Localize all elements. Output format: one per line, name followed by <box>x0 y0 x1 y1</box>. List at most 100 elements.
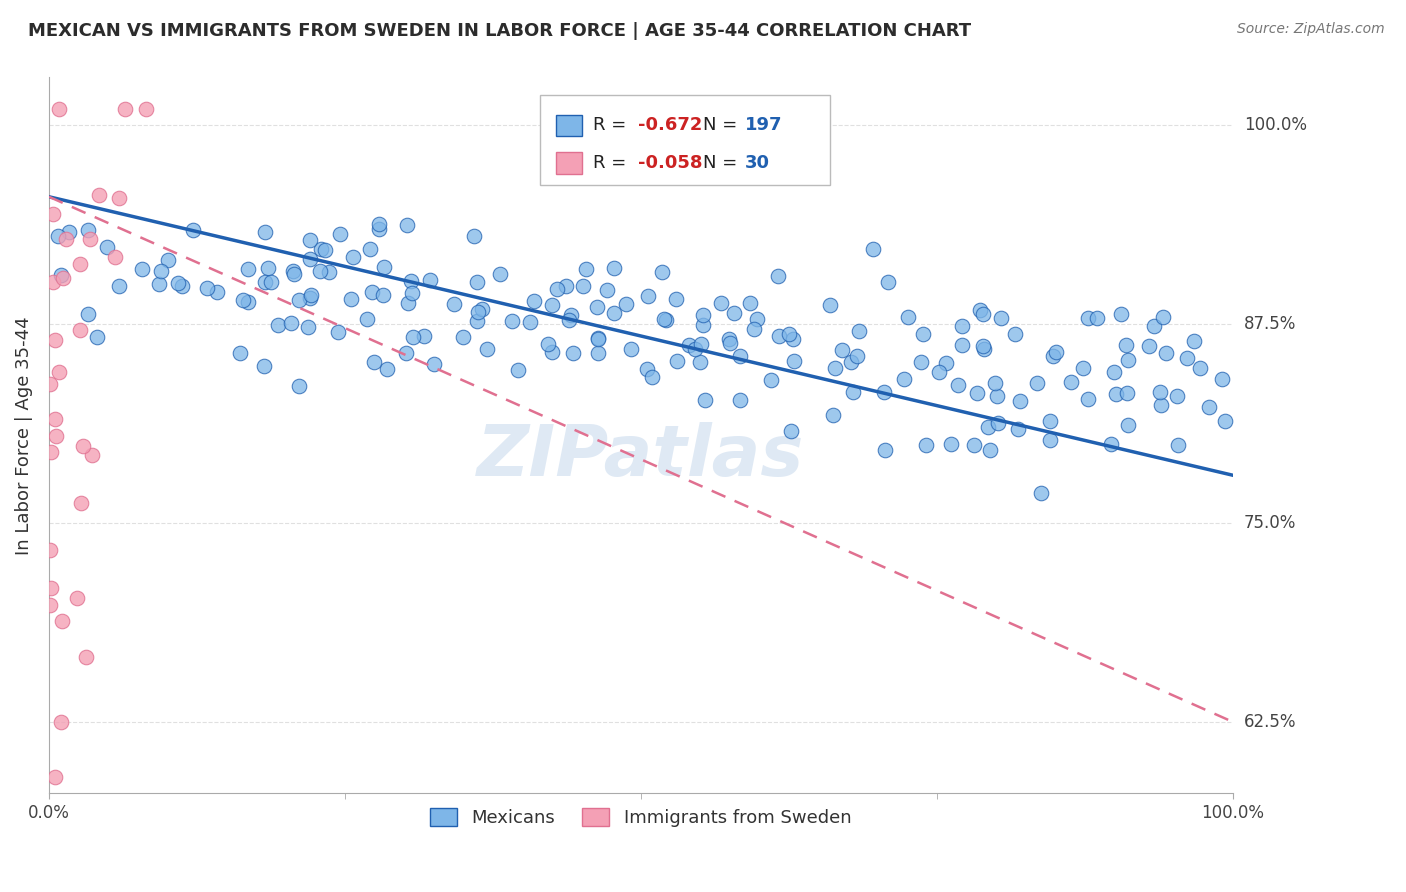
Point <box>166 276 188 290</box>
Point <box>939 437 962 451</box>
Point <box>69 257 91 271</box>
Point <box>1109 307 1132 321</box>
Point <box>39 445 62 459</box>
Point <box>80 448 103 462</box>
Point <box>443 297 465 311</box>
Point <box>501 314 523 328</box>
Point <box>768 269 790 284</box>
Point <box>690 337 713 351</box>
Point <box>1060 376 1083 390</box>
Point <box>49 268 72 282</box>
Point <box>44 771 66 785</box>
Point <box>195 281 218 295</box>
Point <box>413 329 436 343</box>
Point <box>1167 438 1189 452</box>
Point <box>652 311 675 326</box>
Point <box>761 373 783 387</box>
Point <box>373 288 395 302</box>
Point <box>928 365 950 379</box>
Point <box>114 102 136 116</box>
Point <box>236 295 259 310</box>
Point <box>288 379 311 393</box>
Point <box>77 223 100 237</box>
Point <box>38 376 60 391</box>
Point <box>966 386 988 401</box>
FancyBboxPatch shape <box>540 95 830 185</box>
Point <box>572 279 595 293</box>
Point <box>46 228 69 243</box>
Point <box>950 338 973 352</box>
Point <box>422 357 444 371</box>
Point <box>253 359 276 373</box>
Point <box>508 362 530 376</box>
Point <box>1198 401 1220 415</box>
Point <box>1211 372 1233 386</box>
Point <box>1007 422 1029 436</box>
Text: 62.5%: 62.5% <box>1244 713 1296 731</box>
Point <box>842 385 865 400</box>
Point <box>986 389 1008 403</box>
Point <box>596 284 619 298</box>
Point <box>148 277 170 292</box>
Point <box>253 225 276 239</box>
Point <box>70 496 93 510</box>
Point <box>1154 346 1177 360</box>
Point <box>172 278 194 293</box>
Point <box>1166 388 1188 402</box>
Point <box>360 285 382 300</box>
Point <box>745 312 768 326</box>
Text: R =: R = <box>593 154 633 172</box>
Point <box>76 649 98 664</box>
Point <box>280 316 302 330</box>
Point <box>990 311 1012 326</box>
Point <box>1045 345 1067 359</box>
Point <box>58 226 80 240</box>
Point <box>375 362 398 376</box>
Point <box>298 291 321 305</box>
Point <box>562 346 585 360</box>
Point <box>205 285 228 300</box>
Text: ZIPatlas: ZIPatlas <box>477 423 804 491</box>
Point <box>873 443 896 458</box>
Point <box>1085 310 1108 325</box>
Point <box>637 289 659 303</box>
Point <box>401 274 423 288</box>
Point <box>1150 398 1173 412</box>
Point <box>48 365 70 379</box>
Point <box>519 314 541 328</box>
Point <box>560 309 582 323</box>
Point <box>297 320 319 334</box>
Point <box>963 437 986 451</box>
Point <box>897 310 920 325</box>
Point <box>979 442 1001 457</box>
Point <box>1077 392 1099 406</box>
Point <box>342 250 364 264</box>
Point <box>298 252 321 266</box>
Point <box>49 714 72 729</box>
Point <box>1137 339 1160 353</box>
Point <box>236 262 259 277</box>
Point <box>359 242 381 256</box>
Point <box>728 392 751 407</box>
Point <box>692 309 714 323</box>
Point <box>1071 361 1094 376</box>
Text: 87.5%: 87.5% <box>1244 315 1296 333</box>
Point <box>39 581 62 595</box>
Point <box>402 330 425 344</box>
Point <box>984 376 1007 391</box>
Point <box>318 264 340 278</box>
Point <box>780 424 803 438</box>
Point <box>683 342 706 356</box>
Point <box>76 308 98 322</box>
Point <box>935 356 957 370</box>
Point <box>66 591 89 606</box>
Point <box>575 262 598 277</box>
Point <box>1215 414 1237 428</box>
Point <box>558 313 581 327</box>
Point <box>723 305 745 319</box>
Point <box>79 232 101 246</box>
Point <box>48 102 70 116</box>
Point <box>818 298 841 312</box>
Point <box>1115 338 1137 352</box>
Point <box>1115 385 1137 400</box>
